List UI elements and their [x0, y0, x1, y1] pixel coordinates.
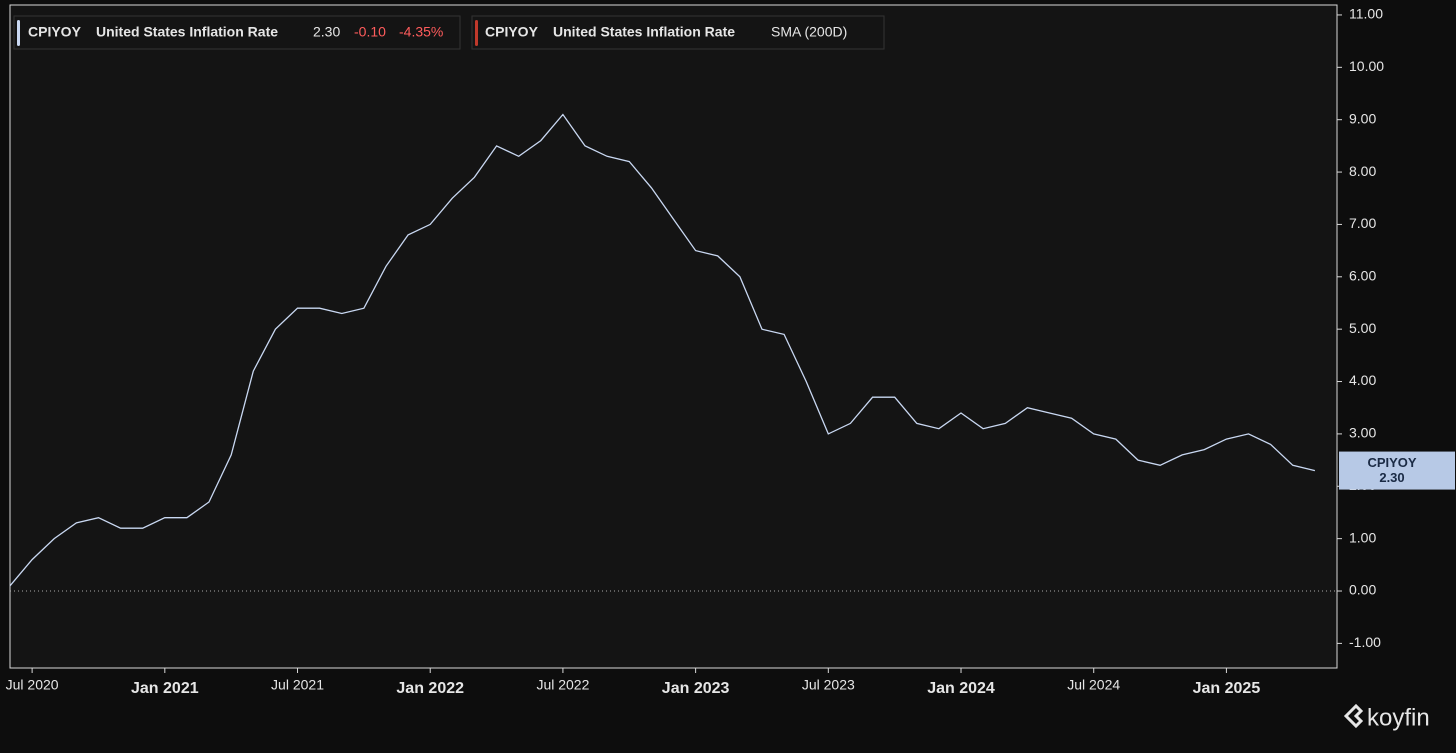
y-tick-label: 8.00 [1349, 163, 1376, 179]
brand-name: koyfin [1367, 704, 1430, 731]
series-line [9, 113, 1316, 587]
y-tick-label: 6.00 [1349, 268, 1376, 284]
legend-change-pct: -4.35% [399, 24, 443, 40]
x-tick-label: Jan 2025 [1193, 680, 1261, 697]
price-tag-value: 2.30 [1379, 470, 1404, 485]
x-tick-label: Jan 2022 [396, 680, 464, 697]
y-tick-label: 1.00 [1349, 529, 1376, 545]
plot-area [9, 4, 1338, 669]
brand: koyfin [1343, 703, 1430, 731]
legend-box [13, 15, 461, 50]
y-tick-label: 9.00 [1349, 110, 1376, 126]
y-tick-label: 10.00 [1349, 58, 1384, 74]
legend-swatch [475, 20, 478, 46]
legend-name: United States Inflation Rate [553, 24, 735, 40]
price-tag-ticker: CPIYOY [1367, 455, 1416, 470]
x-tick-label: Jul 2021 [271, 677, 324, 693]
legend-ticker: CPIYOY [485, 24, 539, 40]
y-tick-label: 4.00 [1349, 372, 1376, 388]
legend-ticker: CPIYOY [28, 24, 82, 40]
y-tick-label: 3.00 [1349, 425, 1376, 441]
y-tick-label: 11.00 [1349, 6, 1383, 22]
y-tick-label: -1.00 [1349, 634, 1381, 650]
legend-change: -0.10 [354, 24, 386, 40]
y-tick-label: 5.00 [1349, 320, 1376, 336]
brand-logo [1343, 703, 1364, 729]
legend-name: United States Inflation Rate [96, 24, 278, 40]
legend-last: 2.30 [313, 24, 340, 40]
x-tick-label: Jul 2023 [802, 677, 855, 693]
x-tick-label: Jan 2024 [927, 680, 995, 697]
price-tag-box [1339, 451, 1455, 490]
y-tick-label: 7.00 [1349, 215, 1376, 231]
legend-study: SMA (200D) [771, 24, 847, 40]
x-tick-label: Jan 2023 [662, 680, 730, 697]
x-tick-label: Jul 2020 [6, 677, 59, 693]
x-tick-label: Jul 2022 [536, 677, 589, 693]
y-tick-label: 0.00 [1349, 582, 1376, 598]
legend-1: CPIYOY United States Inflation Rate 2.30… [13, 15, 461, 50]
legend-2: CPIYOY United States Inflation Rate SMA … [471, 15, 885, 50]
x-tick-label: Jul 2024 [1067, 677, 1120, 693]
legend-box [471, 15, 885, 50]
legend-swatch [17, 20, 20, 46]
x-tick-label: Jan 2021 [131, 680, 199, 697]
